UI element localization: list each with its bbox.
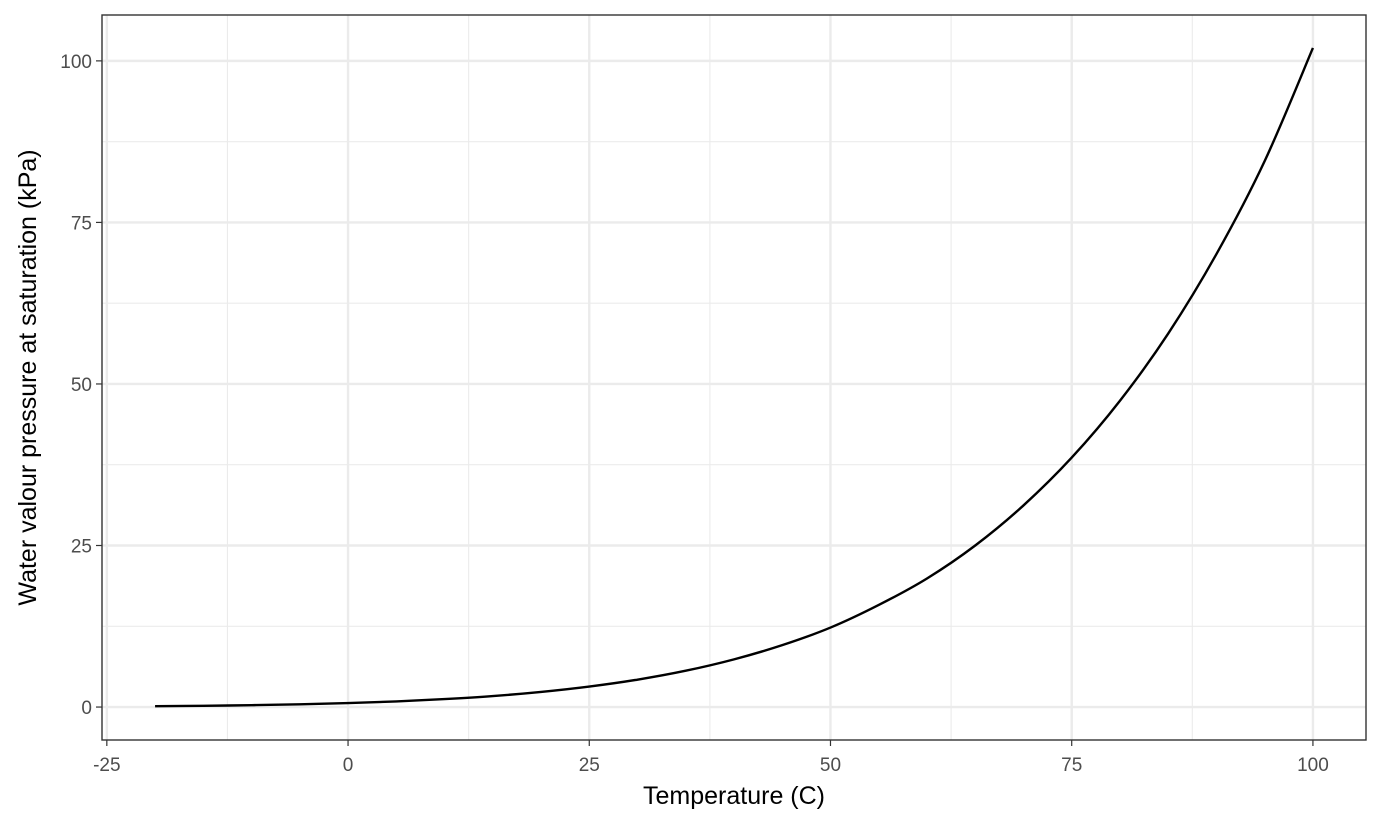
y-tick-label: 75 [71, 213, 92, 234]
x-tick-label: -25 [93, 755, 120, 776]
x-tick-label: 75 [1061, 755, 1082, 776]
x-tick-label: 0 [343, 755, 354, 776]
y-axis-title: Water valour pressure at saturation (kPa… [14, 149, 42, 605]
panel-border [101, 14, 1367, 741]
x-tick-label: 25 [579, 755, 600, 776]
y-tick-label: 0 [81, 698, 92, 719]
series-line [155, 47, 1315, 708]
x-axis-title: Temperature (C) [643, 782, 825, 810]
y-tick-label: 25 [71, 537, 92, 558]
y-tick-label: 100 [60, 52, 92, 73]
series-layer [155, 47, 1315, 708]
axis-ticks: -25 0 25 50 75 100 0 25 50 75 100 [60, 52, 1328, 776]
x-tick-label: 100 [1297, 755, 1329, 776]
grid [102, 15, 1366, 740]
x-tick-label: 50 [820, 755, 841, 776]
y-tick-label: 50 [71, 375, 92, 396]
